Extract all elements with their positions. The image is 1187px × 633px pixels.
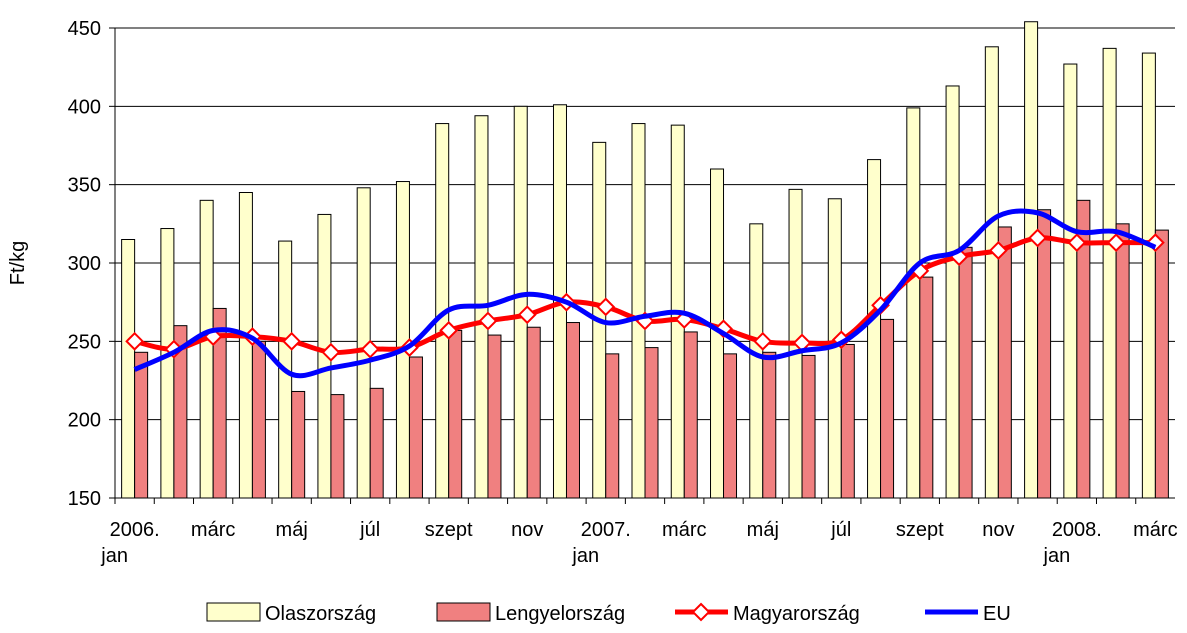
y-tick-label: 200 xyxy=(68,410,101,432)
x-tick-label: júl xyxy=(359,519,380,541)
bar xyxy=(1076,199,1091,499)
bar xyxy=(1154,229,1169,499)
y-tick-label: 150 xyxy=(68,488,101,510)
bar xyxy=(1024,21,1039,499)
marker xyxy=(988,241,1008,260)
bar xyxy=(880,318,895,499)
x-tick-label: 2008. jan xyxy=(1043,519,1102,567)
bar xyxy=(199,199,214,499)
x-tick-label: máj xyxy=(747,519,779,541)
marker xyxy=(517,305,537,325)
bar xyxy=(631,123,646,499)
marker xyxy=(125,331,145,351)
legend-marker xyxy=(691,602,711,622)
x-tick-label: 2006. jan xyxy=(100,519,159,567)
legend-label: Olaszország xyxy=(265,603,376,625)
marker xyxy=(1067,233,1087,253)
bar xyxy=(984,46,999,499)
bar xyxy=(945,85,960,499)
bar xyxy=(395,181,410,499)
bar xyxy=(723,353,738,499)
y-tick-label: 400 xyxy=(68,96,101,118)
bar xyxy=(408,356,423,499)
x-tick-label: szept xyxy=(425,519,473,541)
marker xyxy=(596,297,616,317)
y-tick-label: 450 xyxy=(68,18,101,40)
y-tick-label: 250 xyxy=(68,331,101,353)
bar xyxy=(448,329,463,499)
bar xyxy=(683,331,698,499)
x-tick-label: máj xyxy=(276,519,308,541)
y-tick-label: 350 xyxy=(68,175,101,197)
marker xyxy=(1028,228,1048,248)
bar xyxy=(997,226,1012,499)
bar xyxy=(291,390,306,499)
y-axis-label: Ft/kg xyxy=(7,241,29,285)
marker xyxy=(753,331,773,351)
bar xyxy=(1115,223,1130,499)
bar xyxy=(1141,52,1156,499)
bar xyxy=(526,326,541,499)
marker xyxy=(282,331,302,351)
bar xyxy=(1102,47,1117,499)
bar xyxy=(238,192,253,499)
bar xyxy=(919,276,934,499)
marker xyxy=(321,342,341,362)
legend-swatch xyxy=(436,602,491,622)
x-tick-label: márc xyxy=(1133,519,1177,541)
bar xyxy=(867,159,882,499)
bar xyxy=(749,223,764,499)
bar xyxy=(644,347,659,499)
bar xyxy=(160,228,175,499)
bar xyxy=(134,351,149,499)
marker xyxy=(714,319,733,339)
bar xyxy=(565,322,580,499)
bar xyxy=(173,325,188,499)
x-tick-label: márc xyxy=(191,519,235,541)
marker xyxy=(1145,233,1165,253)
line xyxy=(133,208,1157,379)
x-tick-label: szept xyxy=(896,519,944,541)
bar xyxy=(513,105,528,499)
x-tick-label: nov xyxy=(511,519,543,541)
x-tick-label: márc xyxy=(662,519,706,541)
bar xyxy=(212,307,227,499)
bar xyxy=(801,354,816,499)
marker xyxy=(478,311,498,331)
bar xyxy=(1037,209,1052,499)
marker xyxy=(360,339,380,359)
bar xyxy=(369,387,384,499)
x-tick-label: nov xyxy=(982,519,1014,541)
bar xyxy=(251,340,266,499)
x-tick-label: júl xyxy=(830,519,851,541)
x-tick-label: 2007. jan xyxy=(571,519,630,567)
bar xyxy=(762,351,777,499)
y-tick-label: 300 xyxy=(68,253,101,275)
bar xyxy=(906,107,921,499)
legend-label: Magyarország xyxy=(733,603,860,625)
bar xyxy=(840,343,855,499)
bar xyxy=(487,334,502,499)
marker xyxy=(439,320,459,340)
marker xyxy=(1106,233,1126,253)
bar xyxy=(605,353,620,499)
legend-label: EU xyxy=(983,603,1011,625)
legend-label: Lengyelország xyxy=(495,603,625,625)
bar xyxy=(330,394,345,499)
bar xyxy=(958,246,973,499)
legend-swatch xyxy=(206,602,261,622)
bar xyxy=(1063,63,1078,499)
bar xyxy=(121,239,136,499)
